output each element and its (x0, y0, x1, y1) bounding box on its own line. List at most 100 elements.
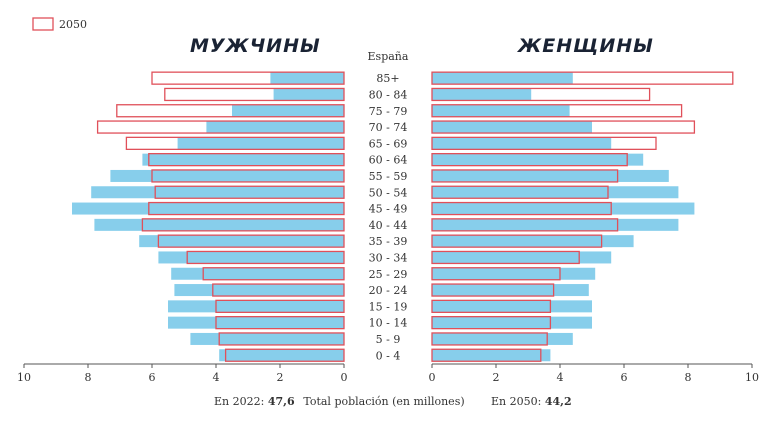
age-label: 25 - 29 (369, 268, 408, 281)
men-bar-2022-16 (190, 332, 344, 345)
women-bar-2050-15 (431, 315, 552, 330)
men-bar-2022-10 (139, 235, 344, 248)
men-bar-2022-15 (168, 316, 344, 329)
men-x-tick-label: 6 (149, 371, 156, 384)
women-bar-2050-3 (431, 120, 696, 134)
women-bar-2050-14 (431, 299, 552, 314)
women-x-tick-label: 10 (745, 371, 759, 384)
footer-right: En 2050: 44,2 (491, 395, 572, 408)
women-bar-2050-13 (431, 283, 555, 297)
country-label: España (368, 50, 409, 63)
men-bar-2022-7 (91, 186, 344, 199)
age-label: 10 - 14 (369, 317, 408, 330)
women-bar-2022-3 (432, 121, 592, 134)
footer-center: Total población (en millones) (303, 395, 464, 408)
men-bar-2022-3 (206, 121, 344, 134)
women-bar-2022-6 (432, 169, 669, 182)
women-bar-2050-6 (431, 169, 619, 183)
men-title: МУЖЧИНЫ (190, 35, 321, 57)
women-x-tick-label: 2 (493, 371, 500, 384)
men-bar-2022-13 (174, 284, 344, 297)
women-bar-2022-15 (432, 316, 592, 329)
age-label: 50 - 54 (369, 186, 408, 199)
age-label: 35 - 39 (369, 235, 408, 248)
women-bar-2022-0 (432, 72, 573, 85)
men-bar-2050-13 (212, 283, 345, 297)
women-bar-2022-12 (432, 267, 596, 280)
women-bar-2050-12 (431, 267, 561, 281)
women-bar-2022-14 (432, 300, 592, 313)
women-bar-2022-5 (432, 153, 644, 166)
women-bar-2050-16 (431, 332, 548, 346)
footer-right-value: 44,2 (545, 395, 572, 408)
footer-right-label: En 2050: (491, 395, 545, 408)
women-bar-2050-4 (431, 136, 657, 151)
bars-group (72, 71, 734, 362)
age-label: 55 - 59 (369, 170, 408, 183)
men-x-tick-label: 10 (17, 371, 31, 384)
age-label: 65 - 69 (369, 137, 408, 150)
men-bar-2022-4 (177, 137, 344, 150)
men-bar-2050-15 (215, 315, 345, 330)
age-label: 75 - 79 (369, 105, 408, 118)
men-x-tick-label: 8 (85, 371, 92, 384)
women-bar-2050-5 (431, 152, 628, 167)
women-x-tick-label: 8 (685, 371, 692, 384)
men-bar-2050-9 (141, 218, 345, 232)
women-bar-2022-2 (432, 104, 570, 117)
men-bar-2050-6 (151, 169, 345, 183)
women-x-tick-label: 6 (621, 371, 628, 384)
men-x-tick-label: 2 (277, 371, 284, 384)
men-bar-2050-12 (202, 267, 345, 281)
women-bar-2050-8 (431, 201, 612, 216)
women-bar-2050-1 (431, 87, 651, 102)
men-bar-2050-5 (148, 152, 345, 167)
men-bar-2050-11 (186, 250, 345, 265)
women-bar-2050-2 (431, 104, 683, 118)
men-bar-2050-16 (218, 332, 345, 346)
age-label: 40 - 44 (369, 219, 408, 232)
women-bar-2022-16 (432, 332, 573, 345)
footer-left-value: 47,6 (268, 395, 295, 408)
men-bar-2022-1 (273, 88, 344, 101)
men-bar-2050-2 (116, 104, 345, 118)
women-bar-2022-4 (432, 137, 612, 150)
men-bar-2022-8 (72, 202, 344, 215)
men-x-tick-label: 4 (213, 371, 220, 384)
men-bar-2022-9 (94, 218, 345, 231)
age-label: 60 - 64 (369, 154, 408, 167)
legend-swatch-2050 (32, 17, 54, 31)
women-bar-2050-7 (431, 185, 609, 199)
men-bar-2022-14 (168, 300, 344, 313)
men-bar-2050-0 (151, 71, 345, 85)
women-bar-2050-9 (431, 218, 619, 232)
women-bar-2050-17 (431, 348, 542, 362)
footer-left: En 2022: 47,6 (214, 395, 295, 408)
men-bar-2050-8 (148, 201, 345, 216)
men-bar-2050-7 (154, 185, 345, 199)
age-label: 80 - 84 (369, 88, 408, 101)
age-label: 0 - 4 (376, 349, 401, 362)
men-bar-2022-2 (232, 104, 344, 117)
women-x-tick-label: 4 (557, 371, 564, 384)
women-bar-2022-17 (432, 349, 551, 362)
men-bar-2050-1 (164, 87, 345, 102)
age-label: 45 - 49 (369, 203, 408, 216)
women-bar-2022-9 (432, 218, 679, 231)
women-bar-2022-10 (432, 235, 634, 248)
women-bar-2022-11 (432, 251, 612, 264)
footer-left-label: En 2022: (214, 395, 268, 408)
age-label: 70 - 74 (369, 121, 408, 134)
women-bar-2022-1 (432, 88, 532, 101)
men-bar-2022-0 (270, 72, 344, 85)
age-label: 85+ (376, 72, 399, 85)
men-bar-2050-3 (96, 120, 345, 134)
men-bar-2050-10 (157, 234, 345, 248)
men-bar-2022-11 (158, 251, 344, 264)
women-bar-2022-13 (432, 284, 589, 297)
women-title: ЖЕНЩИНЫ (516, 35, 654, 57)
women-x-tick-label: 0 (429, 371, 436, 384)
legend-label-2050: 2050 (59, 18, 87, 31)
men-bar-2050-17 (224, 348, 345, 362)
